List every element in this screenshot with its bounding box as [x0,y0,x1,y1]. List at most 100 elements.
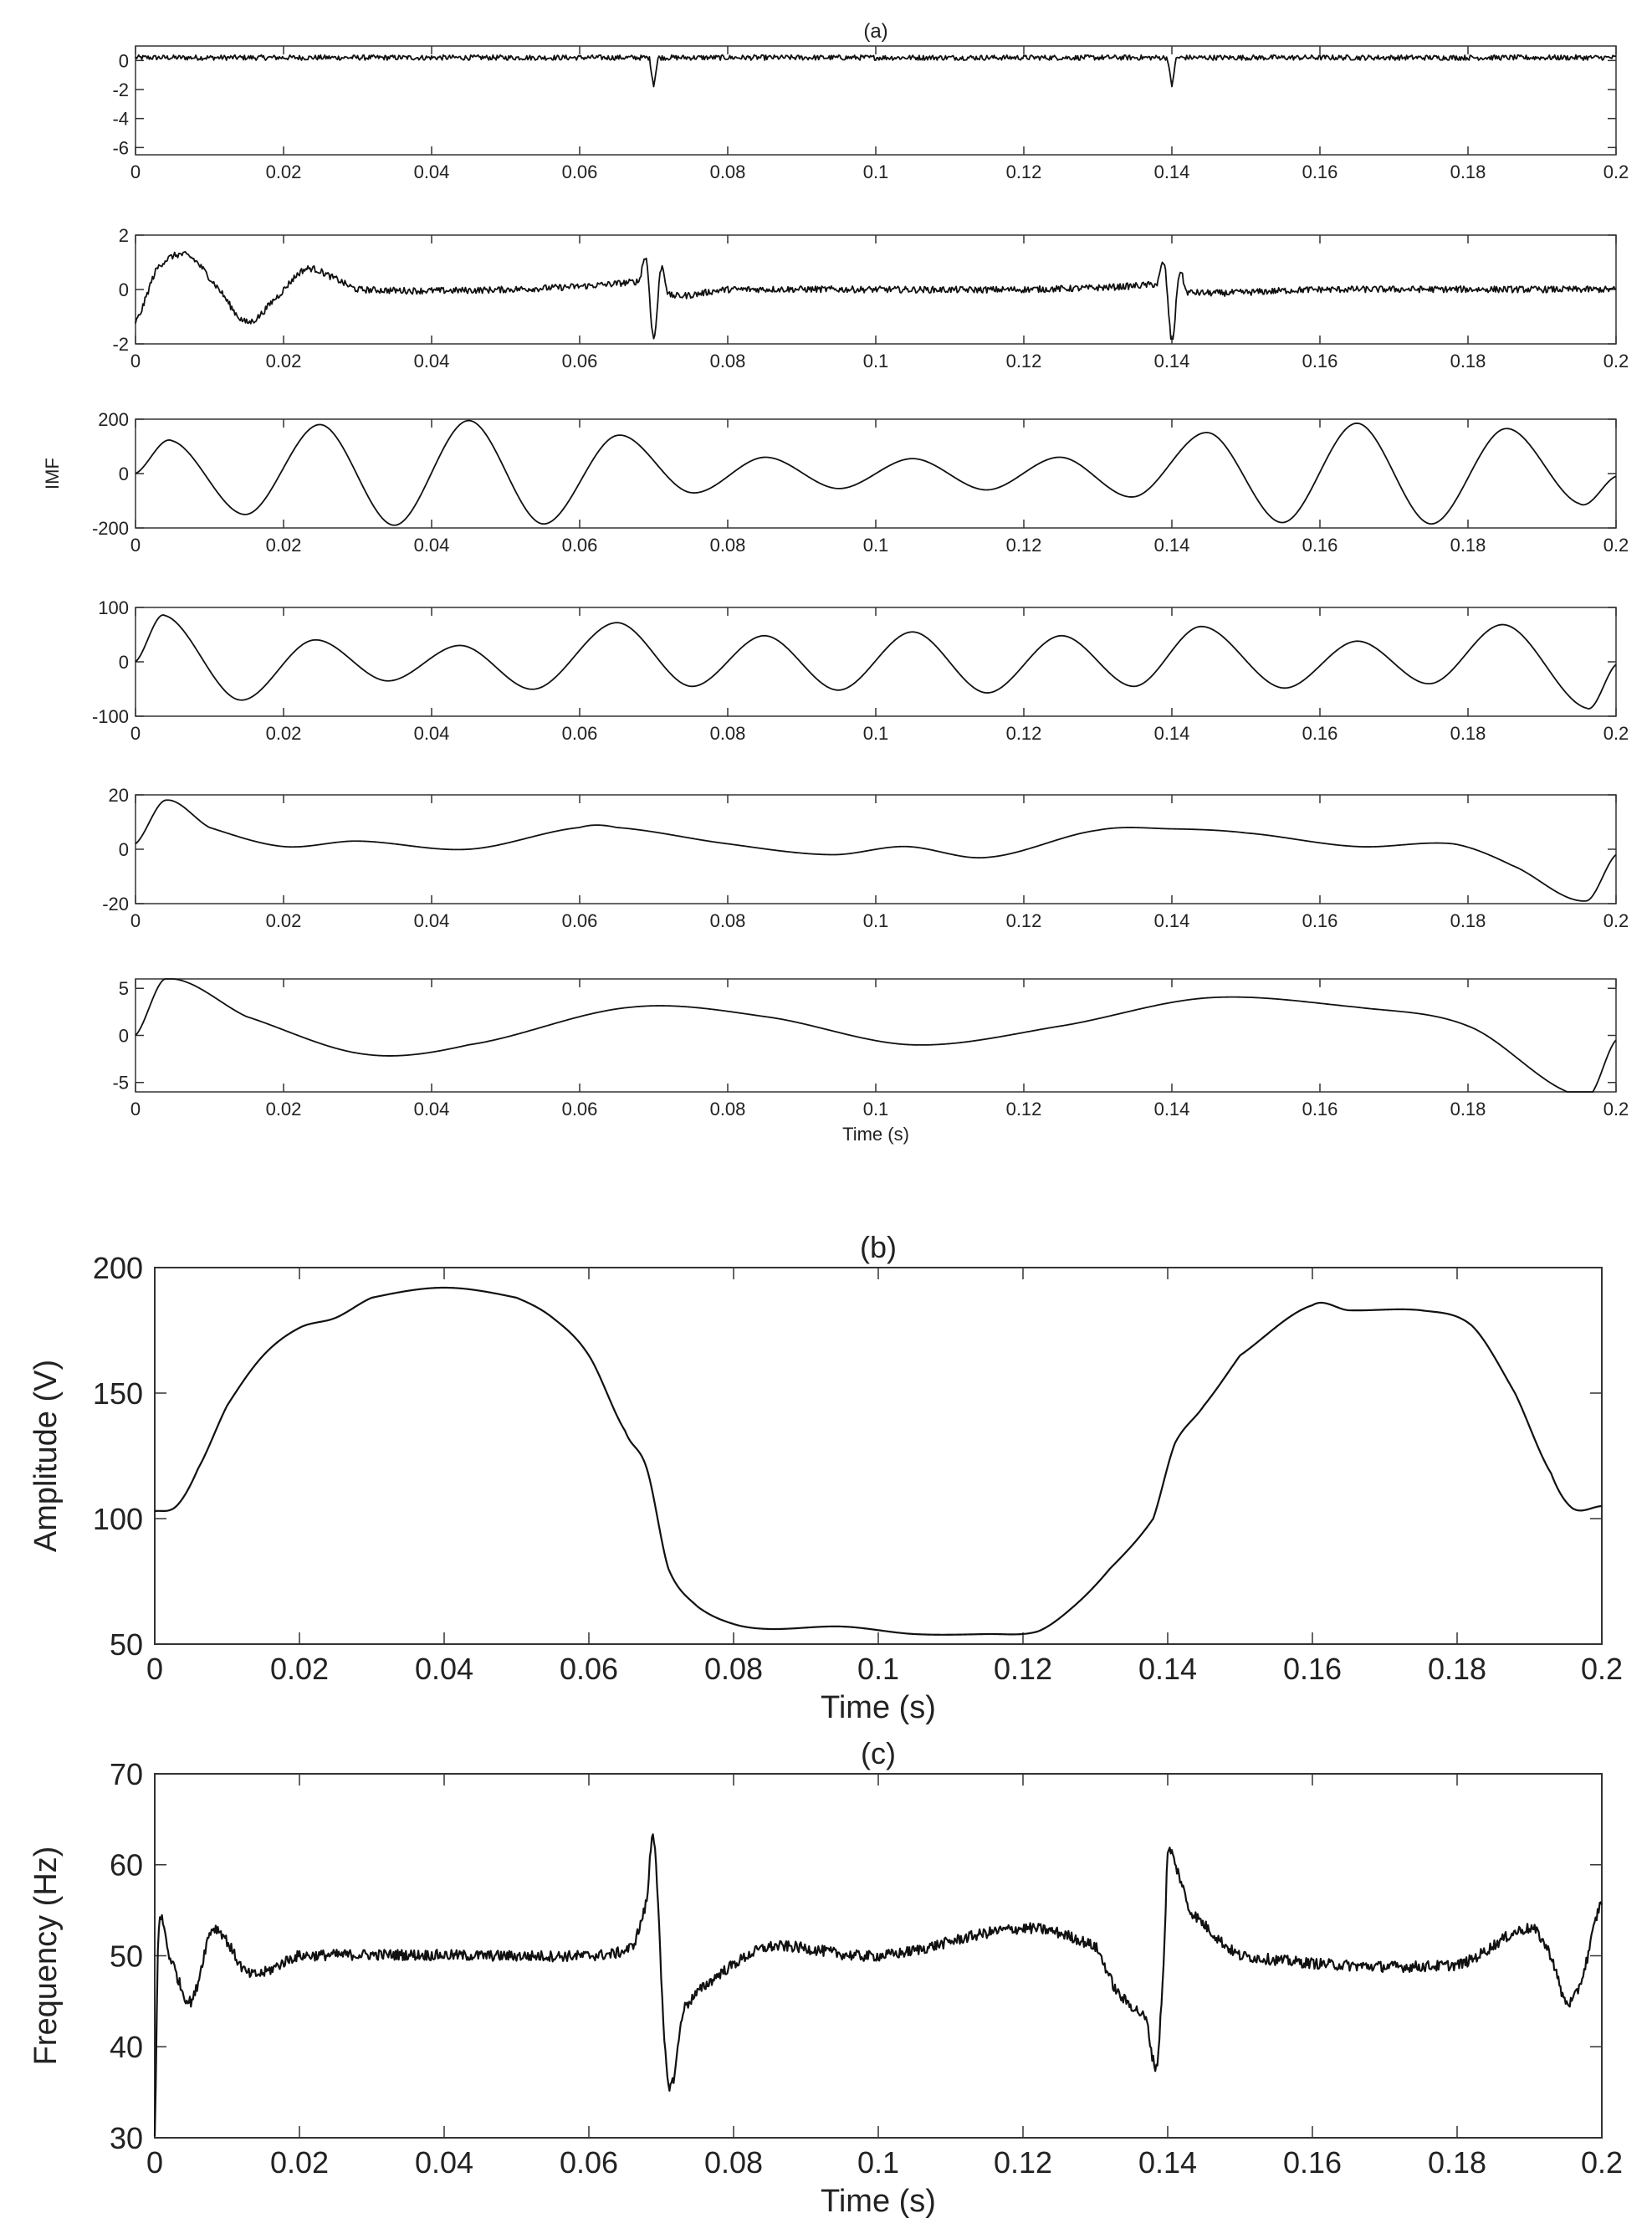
x-tick-label: 0.08 [710,910,746,931]
y-tick-label: -5 [112,1073,129,1094]
y-tick-label: -100 [92,706,129,727]
x-tick-label: 0.02 [266,535,302,556]
x-tick-label: 0.18 [1450,161,1486,182]
x-tick-label: 0.12 [1006,723,1042,744]
chart-panel-5: 0 0.02 0.04 0.06 0.08 0.1 0.12 0.14 0.16 0.18 0.2 5… [112,978,1629,1145]
series-line-2-0 [135,419,1617,526]
x-tick-label: 0 [130,910,141,931]
y-tick-label: 100 [93,1502,143,1536]
chart-panel-7: 0 0.02 0.04 0.06 0.08 0.1 0.12 0.14 0.16 0.18 0.2 7… [28,1736,1623,2219]
x-tick-label: 0.08 [710,723,746,744]
chart-title: (a) [863,20,887,43]
chart-title: (c) [861,1736,896,1770]
chart-panel-1: 0 0.02 0.04 0.06 0.08 0.1 0.12 0.14 0.16 0.18 0.2 2… [112,225,1629,371]
x-tick-label: 0.14 [1154,535,1190,556]
x-tick-label: 0.04 [414,535,450,556]
x-tick-label: 0.08 [710,351,746,371]
y-tick-label: 2 [119,225,129,246]
x-tick-label: 0.02 [266,351,302,371]
x-tick-label: 0.04 [414,723,450,744]
y-tick-label: 30 [110,2121,143,2155]
x-tick-label: 0.2 [1603,1099,1629,1120]
x-tick-label: 0.12 [1006,1099,1042,1120]
series-line-4-0 [135,799,1617,902]
x-tick-label: 0.16 [1302,161,1338,182]
y-tick-label: 0 [119,652,129,673]
y-tick-label: 100 [98,597,129,618]
x-tick-label: 0.1 [863,351,889,371]
x-tick-label: 0 [130,161,141,182]
y-tick-label: -20 [102,894,129,915]
x-tick-label: 0.1 [863,910,889,931]
x-tick-label: 0.1 [857,2145,899,2180]
x-tick-label: 0.18 [1450,723,1486,744]
x-tick-label: 0 [130,1099,141,1120]
y-tick-label: 50 [110,1939,143,1973]
x-tick-label: 0.12 [1006,535,1042,556]
x-tick-label: 0.18 [1450,1099,1486,1120]
x-tick-label: 0 [130,535,141,556]
y-tick-label: 0 [119,839,129,860]
x-tick-label: 0.2 [1603,351,1629,371]
y-axis-label: Amplitude (V) [28,1360,64,1552]
x-tick-label: 0.18 [1450,910,1486,931]
x-tick-label: 0.18 [1428,2145,1486,2180]
series-line-0-0 [135,54,1617,88]
x-tick-label: 0.04 [414,351,450,371]
x-tick-label: 0.2 [1603,161,1629,182]
y-tick-label: -2 [112,334,129,355]
series-line-7-0 [153,1833,1603,2137]
x-tick-label: 0.14 [1154,910,1190,931]
x-tick-label: 0.1 [863,1099,889,1120]
x-tick-label: 0.02 [270,2145,329,2180]
x-tick-label: 0.08 [704,2145,763,2180]
y-tick-label: -4 [112,109,129,130]
y-axis-label: Frequency (Hz) [28,1847,64,2066]
y-tick-label: 200 [98,409,129,430]
chart-panel-0: 0 0.02 0.04 0.06 0.08 0.1 0.12 0.14 0.16 0.18 0.2 0… [112,20,1629,182]
y-tick-label: 20 [109,785,129,806]
chart-panel-4: 0 0.02 0.04 0.06 0.08 0.1 0.12 0.14 0.16 0.18 0.2 2… [102,785,1629,931]
x-tick-label: 0.08 [710,535,746,556]
x-tick-label: 0.06 [562,1099,598,1120]
x-tick-label: 0.1 [863,723,889,744]
y-tick-label: 200 [93,1251,143,1285]
x-tick-label: 0.06 [562,723,598,744]
y-tick-label: 40 [110,2030,143,2064]
series-line-1-0 [135,250,1617,341]
x-axis-label: Time (s) [842,1124,909,1145]
x-tick-label: 0.16 [1283,2145,1342,2180]
x-tick-label: 0.16 [1302,351,1338,371]
x-tick-label: 0 [146,2145,163,2180]
x-tick-label: 0.12 [1006,351,1042,371]
x-tick-label: 0.02 [266,1099,302,1120]
x-tick-label: 0.18 [1428,1652,1486,1686]
chart-panel-3: 0 0.02 0.04 0.06 0.08 0.1 0.12 0.14 0.16 0.18 0.2 1… [92,597,1629,744]
x-tick-label: 0.06 [562,535,598,556]
y-tick-label: 0 [119,50,129,71]
y-tick-label: -200 [92,518,129,539]
x-tick-label: 0.02 [266,161,302,182]
x-tick-label: 0.14 [1154,1099,1190,1120]
x-tick-label: 0.06 [562,910,598,931]
x-tick-label: 0.16 [1302,1099,1338,1120]
x-tick-label: 0.06 [560,2145,618,2180]
x-tick-label: 0.02 [266,910,302,931]
x-axis-label: Time (s) [821,1690,936,1725]
x-tick-label: 0.16 [1302,535,1338,556]
x-tick-label: 0.02 [270,1652,329,1686]
x-tick-label: 0.2 [1581,2145,1623,2180]
x-tick-label: 0.14 [1154,351,1190,371]
x-tick-label: 0.12 [1006,910,1042,931]
series-line-3-0 [135,614,1617,710]
x-tick-label: 0.1 [857,1652,899,1686]
x-tick-label: 0.12 [1006,161,1042,182]
y-axis-label: IMF [42,458,63,489]
x-tick-label: 0 [130,723,141,744]
x-tick-label: 0.08 [710,161,746,182]
x-tick-label: 0.18 [1450,535,1486,556]
x-tick-label: 0.12 [994,2145,1052,2180]
x-tick-label: 0.18 [1450,351,1486,371]
